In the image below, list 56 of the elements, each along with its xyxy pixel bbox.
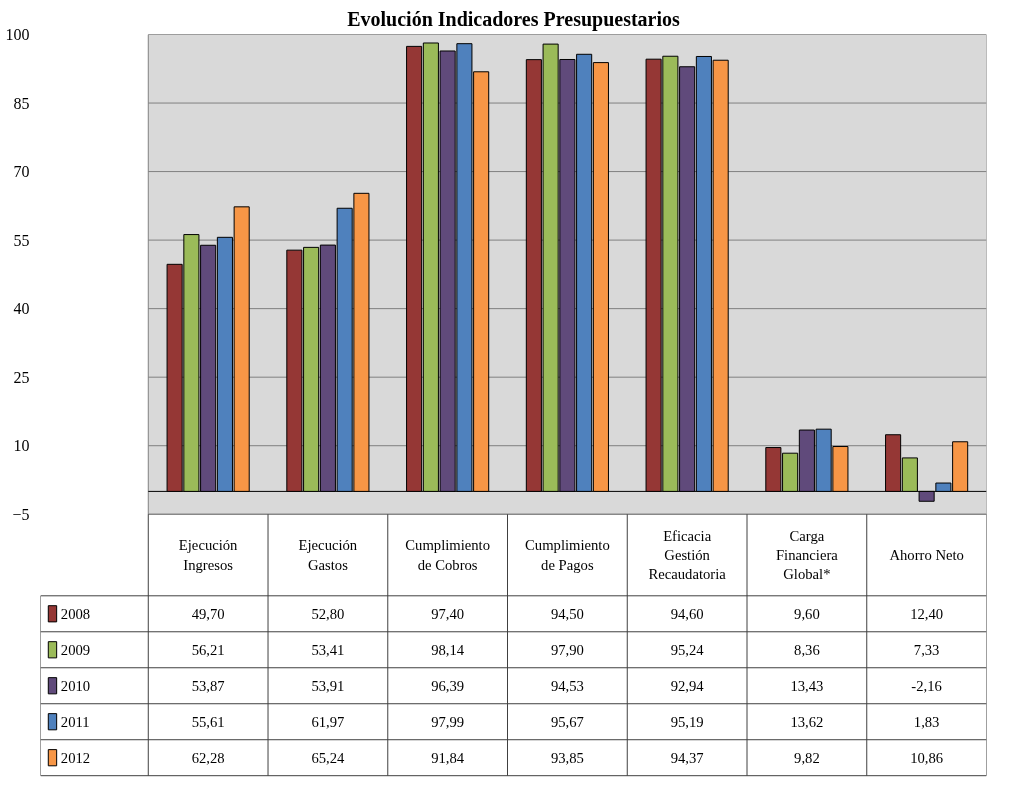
data-label: 13,62: [790, 713, 824, 730]
data-label: 9,60: [794, 605, 820, 622]
x-tick-label: Eficacia Gestión Recaudatoria: [648, 527, 727, 583]
data-label: 65,24: [311, 749, 346, 766]
y-tick-label: 70: [13, 163, 30, 181]
data-label: 8,36: [794, 641, 820, 658]
legend-label: 2009: [60, 641, 91, 658]
y-tick-label: 55: [13, 231, 30, 249]
data-label: 56,21: [191, 641, 225, 658]
x-tick-label: Cumplimiento de Pagos: [525, 537, 610, 573]
data-label: 55,61: [191, 713, 225, 730]
data-label: 52,80: [311, 605, 345, 622]
data-label: 98,14: [431, 641, 465, 658]
data-label: 94,37: [670, 749, 704, 766]
data-label: 94,60: [670, 605, 704, 622]
y-tick-label: 85: [13, 94, 30, 112]
data-label: 91,84: [431, 749, 465, 766]
data-label: 7,33: [913, 641, 940, 658]
chart-title: Evolución Indicadores Presupuestarios: [347, 7, 681, 31]
data-label: 97,99: [431, 713, 465, 730]
legend-label: 2012: [60, 749, 91, 766]
data-label: 94,50: [550, 605, 584, 622]
legend-label: 2008: [60, 605, 91, 622]
data-label: 53,87: [191, 677, 225, 694]
data-label: 10,86: [910, 749, 944, 766]
data-label: 96,39: [431, 677, 465, 694]
data-label: 53,41: [311, 641, 345, 658]
data-label: -2,16: [911, 677, 942, 694]
data-label: 62,28: [191, 749, 225, 766]
data-label: 49,70: [191, 605, 225, 622]
x-tick-label: Carga Financiera Global*: [775, 527, 839, 583]
data-label: 13,43: [790, 677, 824, 694]
x-tick-label: Cumplimiento de Cobros: [405, 537, 490, 573]
data-label: 61,97: [311, 713, 345, 730]
y-tick-label: 40: [13, 300, 30, 318]
data-label: 94,53: [550, 677, 584, 694]
y-tick-label: 25: [13, 368, 30, 386]
data-label: 12,40: [910, 605, 944, 622]
data-label: 95,67: [550, 713, 584, 730]
y-tick-label: 10: [13, 437, 30, 455]
data-label: 1,83: [913, 713, 940, 730]
data-label: 93,85: [550, 749, 584, 766]
legend-label: 2010: [60, 677, 91, 694]
data-label: 95,19: [670, 713, 704, 730]
data-label: 97,90: [550, 641, 584, 658]
x-tick-label: Ejecución Gastos: [298, 537, 358, 573]
y-tick-label: −5: [12, 505, 30, 523]
legend-label: 2011: [60, 713, 90, 730]
data-label: 97,40: [431, 605, 465, 622]
x-tick-label: Ejecución Ingresos: [178, 537, 239, 573]
data-label: 92,94: [670, 677, 705, 694]
data-label: 53,91: [311, 677, 345, 694]
x-tick-label: Ahorro Neto: [889, 547, 964, 564]
data-label: 95,24: [670, 641, 705, 658]
data-label: 9,82: [794, 749, 820, 766]
y-tick-label: 100: [5, 26, 30, 43]
